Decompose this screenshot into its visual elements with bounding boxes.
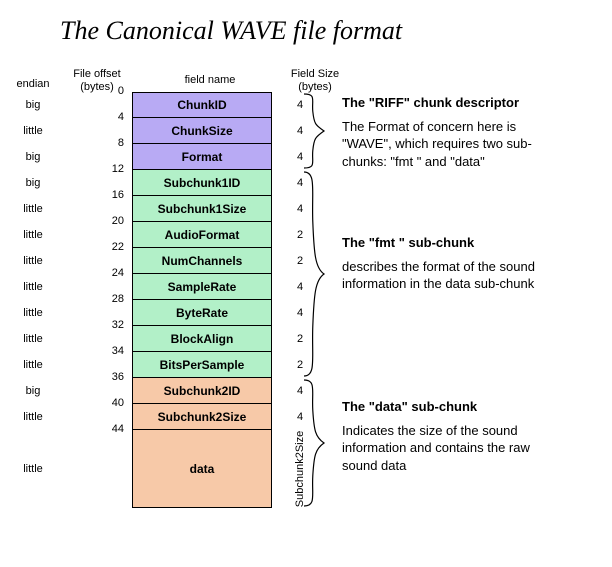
table-row: little40Subchunk2Size4 bbox=[8, 404, 342, 430]
col-header-endian: endian bbox=[8, 78, 58, 91]
table-row: little28ByteRate4 bbox=[8, 300, 342, 326]
endian-cell: little bbox=[8, 248, 58, 274]
offset-label: 8 bbox=[118, 137, 124, 149]
desc-data: The "data" sub-chunk Indicates the size … bbox=[342, 398, 567, 474]
field-name-cell: Format bbox=[132, 144, 272, 170]
table-row: big0ChunkID4 bbox=[8, 92, 342, 118]
offset-label: 24 bbox=[112, 267, 124, 279]
table-row: little16Subchunk1Size4 bbox=[8, 196, 342, 222]
field-name-cell: Subchunk1Size bbox=[132, 196, 272, 222]
table-row: little22NumChannels2 bbox=[8, 248, 342, 274]
col-header-fieldname: field name bbox=[150, 74, 270, 87]
field-name-cell: ChunkSize bbox=[132, 118, 272, 144]
endian-cell: little bbox=[8, 352, 58, 378]
endian-cell: big bbox=[8, 144, 58, 170]
col-header-fsize-l1: Field Size bbox=[291, 68, 339, 80]
page-title: The Canonical WAVE file format bbox=[60, 16, 402, 46]
endian-cell: little bbox=[8, 222, 58, 248]
offset-label: 36 bbox=[112, 371, 124, 383]
field-name-cell: ByteRate bbox=[132, 300, 272, 326]
offset-label: 40 bbox=[112, 397, 124, 409]
endian-cell: big bbox=[8, 378, 58, 404]
offset-label: 12 bbox=[112, 163, 124, 175]
offset-label: 32 bbox=[112, 319, 124, 331]
offset-label: 22 bbox=[112, 241, 124, 253]
table-row: little24SampleRate4 bbox=[8, 274, 342, 300]
desc-fmt-body: describes the format of the sound inform… bbox=[342, 258, 567, 293]
offset-label: 16 bbox=[112, 189, 124, 201]
offset-cell: 44 bbox=[58, 430, 132, 508]
offset-label: 20 bbox=[112, 215, 124, 227]
field-name-cell: BitsPerSample bbox=[132, 352, 272, 378]
brace-data-icon bbox=[302, 378, 326, 508]
table-row: little44dataSubchunk2Size bbox=[8, 430, 342, 508]
field-table: big0ChunkID4little4ChunkSize4big8Format4… bbox=[8, 92, 342, 508]
field-name-cell: data bbox=[132, 430, 272, 508]
desc-riff-body: The Format of concern here is "WAVE", wh… bbox=[342, 118, 567, 171]
offset-label: 4 bbox=[118, 111, 124, 123]
brace-fmt-icon bbox=[302, 170, 326, 378]
desc-data-heading: The "data" sub-chunk bbox=[342, 398, 567, 416]
endian-cell: little bbox=[8, 274, 58, 300]
desc-riff-heading: The "RIFF" chunk descriptor bbox=[342, 94, 567, 112]
endian-cell: little bbox=[8, 326, 58, 352]
field-name-cell: Subchunk2ID bbox=[132, 378, 272, 404]
endian-cell: little bbox=[8, 118, 58, 144]
field-name-cell: AudioFormat bbox=[132, 222, 272, 248]
endian-cell: little bbox=[8, 404, 58, 430]
table-row: little34BitsPerSample2 bbox=[8, 352, 342, 378]
offset-label: 0 bbox=[118, 85, 124, 97]
field-name-cell: Subchunk2Size bbox=[132, 404, 272, 430]
table-row: big12Subchunk1ID4 bbox=[8, 170, 342, 196]
table-row: big36Subchunk2ID4 bbox=[8, 378, 342, 404]
field-name-cell: BlockAlign bbox=[132, 326, 272, 352]
endian-cell: little bbox=[8, 430, 58, 508]
field-name-cell: NumChannels bbox=[132, 248, 272, 274]
endian-cell: big bbox=[8, 92, 58, 118]
endian-cell: little bbox=[8, 196, 58, 222]
endian-cell: little bbox=[8, 300, 58, 326]
desc-riff: The "RIFF" chunk descriptor The Format o… bbox=[342, 94, 567, 170]
brace-riff-icon bbox=[302, 92, 326, 170]
table-row: little4ChunkSize4 bbox=[8, 118, 342, 144]
desc-data-body: Indicates the size of the sound informat… bbox=[342, 422, 567, 475]
offset-label: 34 bbox=[112, 345, 124, 357]
table-row: little32BlockAlign2 bbox=[8, 326, 342, 352]
col-header-fieldsize: Field Size (bytes) bbox=[280, 68, 350, 94]
offset-label: 44 bbox=[112, 423, 124, 435]
field-name-cell: SampleRate bbox=[132, 274, 272, 300]
field-name-cell: ChunkID bbox=[132, 92, 272, 118]
table-row: little20AudioFormat2 bbox=[8, 222, 342, 248]
table-row: big8Format4 bbox=[8, 144, 342, 170]
field-name-cell: Subchunk1ID bbox=[132, 170, 272, 196]
col-header-offset-l1: File offset bbox=[73, 68, 121, 80]
desc-fmt-heading: The "fmt " sub-chunk bbox=[342, 234, 567, 252]
desc-fmt: The "fmt " sub-chunk describes the forma… bbox=[342, 234, 567, 293]
endian-cell: big bbox=[8, 170, 58, 196]
offset-label: 28 bbox=[112, 293, 124, 305]
